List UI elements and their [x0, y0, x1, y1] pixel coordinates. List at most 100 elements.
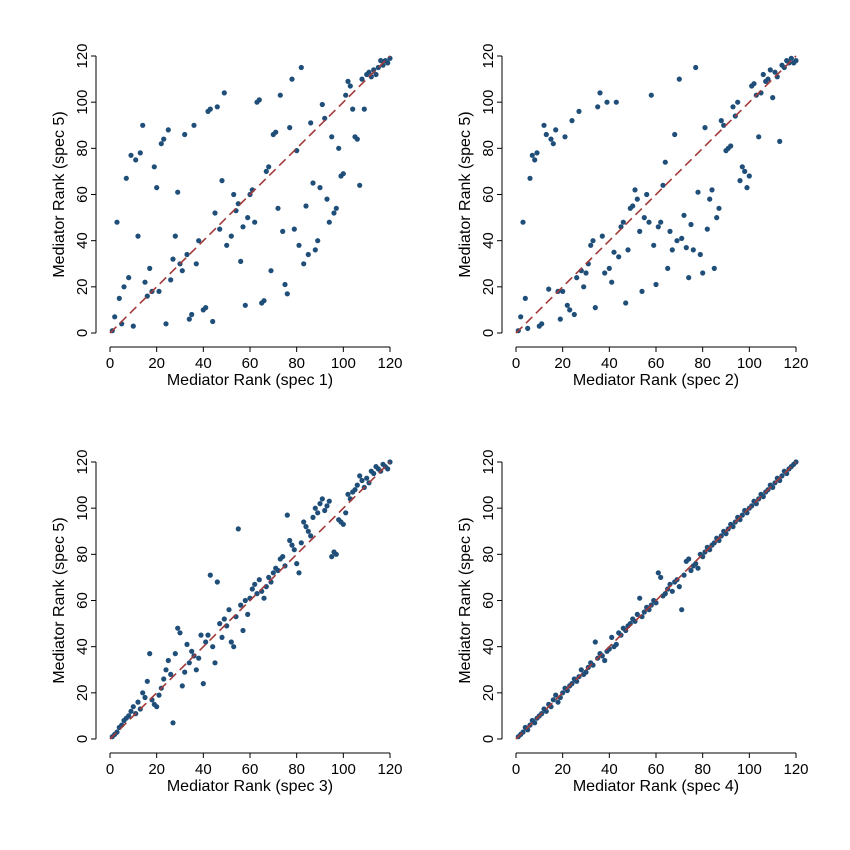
x-tick-label: 100	[737, 355, 762, 372]
data-point	[116, 295, 122, 301]
data-point	[595, 104, 601, 110]
data-point	[562, 134, 568, 140]
data-point	[765, 76, 771, 82]
y-tick-label: 40	[480, 638, 497, 655]
data-point	[767, 67, 773, 73]
y-axis-title: Mediator Rank (spec 5)	[457, 517, 474, 683]
data-point	[315, 510, 321, 516]
data-point	[252, 219, 258, 225]
data-point	[345, 78, 351, 84]
data-point	[590, 238, 596, 244]
x-axis-title: Mediator Rank (spec 1)	[167, 372, 333, 389]
data-point	[343, 510, 349, 516]
data-point	[760, 494, 766, 500]
data-point	[261, 298, 267, 304]
y-tick-label: 60	[480, 186, 497, 203]
scatter-panel-1: 0 20 40 60 80 100 120 0 20 40 60 80 100 120 Mediator R…	[51, 43, 403, 389]
data-point	[228, 233, 234, 239]
data-point	[716, 205, 722, 211]
data-point	[662, 591, 668, 597]
x-tick-label: 40	[601, 355, 618, 372]
data-point	[378, 58, 384, 64]
x-tick-label: 100	[331, 355, 356, 372]
y-tick-label: 120	[480, 449, 497, 474]
data-point	[564, 302, 570, 308]
data-point	[744, 185, 750, 191]
data-point	[242, 302, 248, 308]
reference-line	[515, 55, 797, 334]
data-point	[298, 64, 304, 71]
x-tick-label: 20	[148, 355, 165, 372]
x-tick-label: 80	[694, 761, 711, 778]
y-tick-label: 100	[74, 496, 91, 521]
data-point	[553, 127, 559, 133]
data-point	[242, 597, 248, 604]
data-point	[123, 175, 129, 181]
data-point	[340, 521, 346, 527]
data-point	[746, 173, 752, 179]
data-point	[707, 196, 713, 202]
data-point	[721, 122, 727, 128]
x-tick-label: 60	[242, 761, 259, 778]
data-point	[212, 210, 218, 216]
x-tick-label: 60	[648, 355, 665, 372]
data-point	[350, 106, 356, 112]
data-point	[291, 547, 297, 553]
data-point	[718, 118, 724, 124]
data-point	[681, 572, 687, 578]
data-point	[359, 477, 365, 484]
data-point	[270, 570, 276, 576]
data-point	[623, 300, 629, 306]
data-point	[235, 526, 241, 532]
y-tick-label: 0	[480, 329, 497, 337]
data-point	[735, 99, 741, 105]
data-point	[308, 533, 314, 539]
y-tick-label: 20	[480, 278, 497, 295]
data-point	[700, 270, 706, 276]
data-point	[168, 671, 174, 678]
data-point	[751, 81, 757, 87]
data-point	[613, 99, 619, 105]
data-point	[284, 512, 290, 518]
data-point	[690, 247, 696, 253]
data-point	[156, 692, 162, 698]
y-tick-label: 20	[74, 684, 91, 701]
data-point	[534, 150, 540, 156]
data-point	[296, 570, 302, 576]
data-point	[298, 540, 304, 546]
data-point	[140, 122, 146, 128]
data-point	[205, 632, 211, 638]
data-point	[168, 277, 174, 283]
data-point	[273, 129, 279, 135]
data-point	[172, 233, 178, 239]
data-point	[681, 212, 687, 218]
data-point	[553, 692, 559, 698]
data-point	[184, 641, 190, 648]
data-point	[317, 501, 323, 507]
data-point	[674, 238, 680, 244]
data-point	[126, 275, 132, 281]
data-point	[268, 268, 274, 274]
data-point	[359, 76, 365, 82]
data-point	[609, 279, 615, 285]
data-point	[630, 203, 636, 209]
data-point	[578, 667, 584, 673]
data-point	[186, 316, 192, 322]
y-tick-label: 120	[74, 43, 91, 68]
data-point	[543, 131, 549, 138]
data-point	[140, 690, 146, 696]
x-tick-label: 0	[106, 355, 114, 372]
data-point	[210, 644, 216, 650]
data-point	[581, 284, 587, 290]
data-point	[336, 145, 342, 151]
data-point	[291, 226, 297, 232]
data-point	[214, 104, 220, 110]
data-point	[319, 496, 325, 502]
data-point	[714, 215, 720, 221]
x-tick-label: 80	[288, 761, 305, 778]
data-point	[730, 524, 736, 530]
data-point	[665, 265, 671, 271]
data-point	[249, 586, 255, 592]
data-point	[280, 554, 286, 560]
